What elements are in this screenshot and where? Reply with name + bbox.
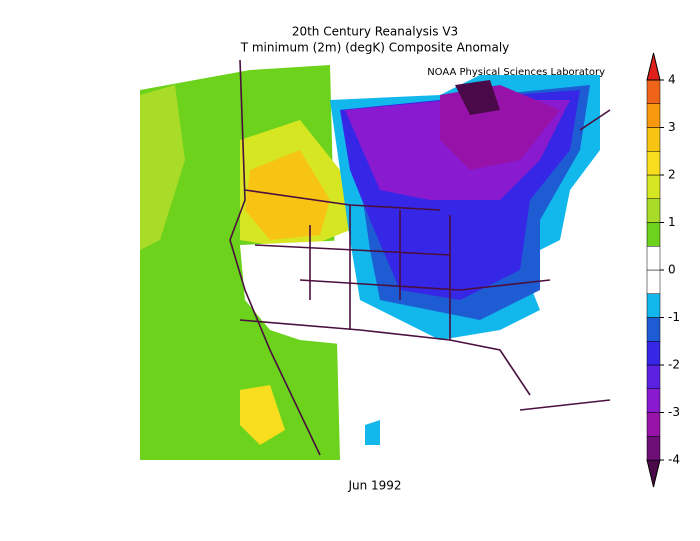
colorbar-segment xyxy=(646,79,661,104)
colorbar-arrow-high xyxy=(646,52,661,81)
credit: NOAA Physical Sciences Laboratory xyxy=(427,67,605,78)
colorbar-tick-label: -3 xyxy=(668,405,680,419)
colorbar-segment xyxy=(646,341,661,366)
colorbar-segment xyxy=(646,222,661,247)
colorbar-segment xyxy=(646,388,661,413)
colorbar-tick-label: -1 xyxy=(668,310,680,324)
colorbar-tick-label: 1 xyxy=(668,215,676,229)
colorbar-segment xyxy=(646,127,661,152)
colorbar-segment xyxy=(646,103,661,128)
colorbar-segment xyxy=(646,293,661,318)
colorbar-segment xyxy=(646,269,661,294)
colorbar-segment xyxy=(646,151,661,176)
colorbar-tick-label: 4 xyxy=(668,73,676,87)
colorbar-tick-label: 0 xyxy=(668,263,676,277)
colorbar-tick-label: 3 xyxy=(668,120,676,134)
colorbar-arrow-low xyxy=(646,459,661,488)
colorbar-tick-label: 2 xyxy=(668,168,676,182)
colorbar-segment xyxy=(646,246,661,271)
title: 20th Century Reanalysis V3 xyxy=(292,25,458,39)
colorbar-segment xyxy=(646,198,661,223)
colorbar-segment xyxy=(646,174,661,199)
colorbar-segment xyxy=(646,412,661,437)
date-label: Jun 1992 xyxy=(347,479,401,493)
colorbar-segment xyxy=(646,317,661,342)
colorbar-segment xyxy=(646,364,661,389)
map xyxy=(140,59,611,460)
colorbar-tick-label: -4 xyxy=(668,453,680,467)
subtitle: T minimum (2m) (degK) Composite Anomaly xyxy=(240,41,510,55)
colorbar: 4 3 2 1 0 -1 -2 -3 -4 xyxy=(646,52,680,488)
colorbar-tick-label: -2 xyxy=(668,358,680,372)
colorbar-segment xyxy=(646,436,661,461)
